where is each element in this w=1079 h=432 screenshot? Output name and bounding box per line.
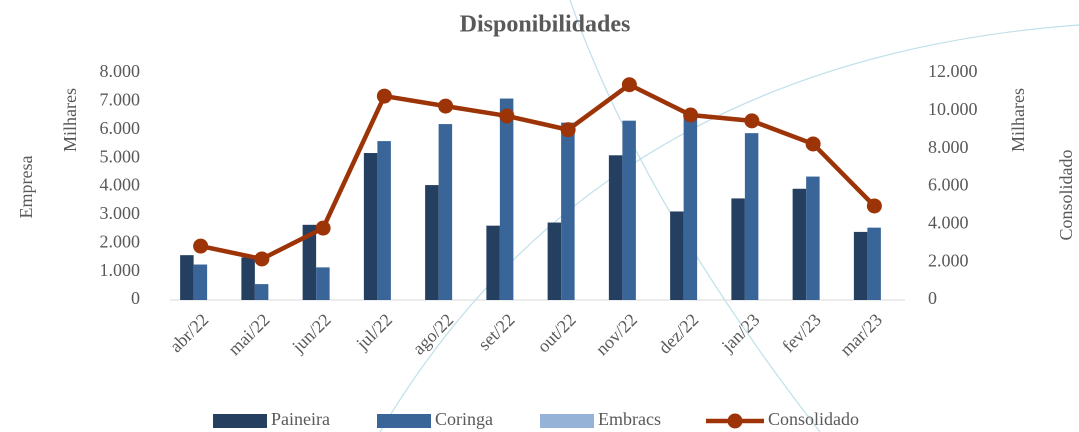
line-marker bbox=[499, 108, 515, 124]
line-marker bbox=[315, 220, 331, 236]
x-tick-label: jun/22 bbox=[287, 310, 334, 357]
bar bbox=[193, 264, 208, 300]
x-tick-label: ago/22 bbox=[409, 310, 458, 359]
legend-label: Embracs bbox=[598, 409, 661, 429]
x-tick-label: set/22 bbox=[474, 310, 519, 355]
y-tick-label: 3.000 bbox=[100, 203, 141, 223]
y-tick-label: 8.000 bbox=[100, 61, 141, 81]
y-tick-label: 6.000 bbox=[100, 118, 141, 138]
x-tick-label: jul/22 bbox=[352, 310, 397, 355]
bar bbox=[622, 120, 636, 300]
legend-swatch bbox=[377, 414, 431, 428]
bar bbox=[744, 133, 759, 300]
chart-title: Disponibilidades bbox=[460, 12, 631, 38]
line-marker bbox=[805, 136, 821, 152]
x-tick-label: abr/22 bbox=[166, 310, 213, 357]
bar bbox=[670, 211, 684, 300]
y2-tick-label: 2.000 bbox=[928, 250, 969, 270]
bar bbox=[561, 122, 575, 300]
bar bbox=[377, 141, 391, 300]
x-tick-label: nov/22 bbox=[592, 310, 642, 360]
x-tick-label: out/22 bbox=[533, 310, 580, 357]
y2-axis-title: Consolidado bbox=[1056, 149, 1076, 240]
bar bbox=[363, 153, 378, 300]
bar bbox=[486, 225, 500, 300]
y-axis-unit: Milhares bbox=[60, 88, 80, 152]
x-tick-label: fev/23 bbox=[778, 310, 825, 357]
line-marker bbox=[254, 251, 270, 267]
y2-tick-label: 12.000 bbox=[928, 61, 978, 81]
bar bbox=[683, 112, 698, 300]
y-tick-label: 7.000 bbox=[100, 90, 141, 110]
y-axis-title: Empresa bbox=[16, 156, 36, 219]
bar bbox=[499, 98, 514, 300]
bar bbox=[547, 222, 562, 300]
bar bbox=[608, 155, 623, 300]
y-tick-label: 1.000 bbox=[100, 260, 141, 280]
bar bbox=[302, 224, 317, 300]
bar bbox=[254, 284, 269, 300]
y2-tick-label: 0 bbox=[928, 288, 937, 308]
y-tick-label: 2.000 bbox=[100, 231, 141, 251]
line bbox=[200, 82, 876, 262]
line-marker bbox=[621, 77, 637, 93]
legend-swatch bbox=[213, 414, 267, 428]
y-tick-label: 0 bbox=[131, 288, 140, 308]
line-marker bbox=[683, 107, 699, 123]
bar bbox=[425, 185, 439, 300]
line-marker bbox=[560, 122, 576, 138]
bar bbox=[853, 231, 868, 300]
bar bbox=[792, 188, 807, 300]
x-tick-label: jan/23 bbox=[717, 310, 764, 357]
bar bbox=[438, 124, 453, 300]
x-tick-label: dez/22 bbox=[654, 310, 702, 358]
legend-swatch bbox=[540, 414, 594, 428]
line-marker bbox=[376, 88, 392, 104]
line-marker bbox=[744, 113, 760, 129]
bar bbox=[180, 255, 194, 300]
legend-swatch bbox=[727, 413, 743, 429]
bar bbox=[806, 176, 820, 300]
x-tick-label: mai/22 bbox=[224, 310, 273, 359]
line-marker bbox=[193, 238, 209, 254]
y-tick-label: 4.000 bbox=[100, 175, 141, 195]
bar bbox=[731, 198, 745, 300]
y2-axis-unit: Milhares bbox=[1008, 88, 1028, 152]
background-decoration bbox=[379, 0, 1079, 432]
line-marker bbox=[866, 198, 882, 214]
legend-label: Consolidado bbox=[768, 409, 859, 429]
bar bbox=[316, 267, 330, 300]
legend-label: Coringa bbox=[435, 409, 493, 429]
legend-label: Paineira bbox=[271, 409, 330, 429]
bar bbox=[867, 227, 881, 300]
y-tick-label: 5.000 bbox=[100, 146, 141, 166]
y2-tick-label: 8.000 bbox=[928, 137, 969, 157]
x-tick-label: mar/23 bbox=[836, 310, 886, 360]
y2-tick-label: 4.000 bbox=[928, 212, 969, 232]
line-marker bbox=[438, 98, 454, 114]
bar bbox=[241, 257, 255, 300]
y2-tick-label: 10.000 bbox=[928, 99, 978, 119]
y2-tick-label: 6.000 bbox=[928, 175, 969, 195]
